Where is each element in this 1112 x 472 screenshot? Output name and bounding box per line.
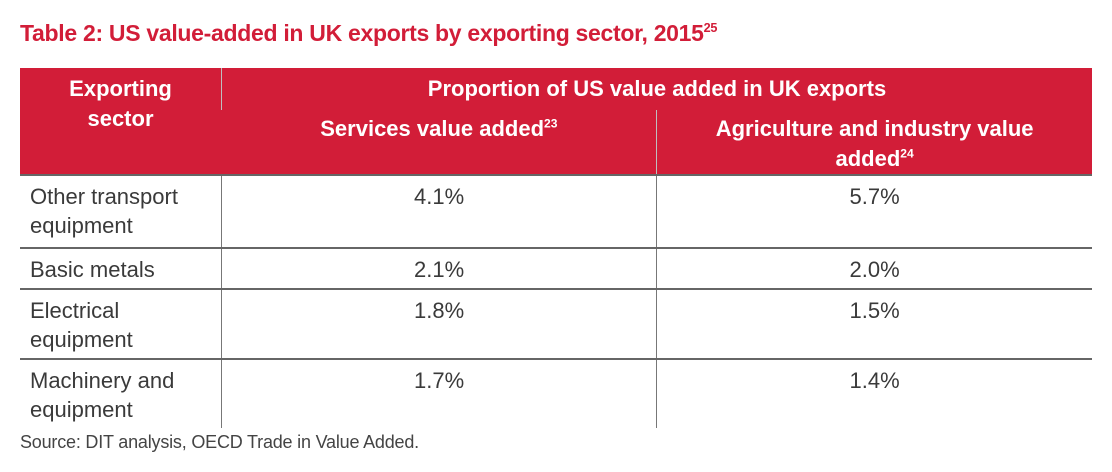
agri-industry-cell: 2.0% [656, 247, 1092, 289]
header-group: Proportion of US value added in UK expor… [221, 68, 1092, 110]
services-cell: 1.8% [220, 288, 657, 359]
sector-cell: Basic metals [20, 247, 222, 289]
footnote-ref: 24 [900, 146, 914, 161]
services-cell: 1.7% [220, 358, 657, 428]
header-services: Services value added23 [221, 110, 657, 175]
table-row: Other transport equipment 4.1% 5.7% [20, 174, 1092, 248]
agri-industry-cell: 1.4% [656, 358, 1092, 428]
services-cell: 4.1% [220, 174, 657, 248]
services-cell: 2.1% [220, 247, 657, 289]
agri-industry-cell: 5.7% [656, 174, 1092, 248]
sector-cell: Electrical equipment [20, 288, 222, 359]
table-title-text: Table 2: US value-added in UK exports by… [20, 20, 704, 46]
sector-cell: Machinery and equipment [20, 358, 222, 428]
table-row: Basic metals 2.1% 2.0% [20, 247, 1092, 289]
footnote-ref: 25 [703, 21, 718, 36]
header-agri-industry: Agriculture and industry value added24 [656, 110, 1092, 175]
data-table: Exporting sector Proportion of US value … [20, 68, 1092, 428]
table-row: Electrical equipment 1.8% 1.5% [20, 288, 1092, 359]
table-title: Table 2: US value-added in UK exports by… [20, 20, 717, 47]
table-row: Machinery and equipment 1.7% 1.4% [20, 358, 1092, 428]
header-exporting-sector: Exporting sector [20, 68, 222, 175]
sector-cell: Other transport equipment [20, 174, 222, 248]
agri-industry-cell: 1.5% [656, 288, 1092, 359]
footnote-ref: 23 [544, 116, 558, 131]
source-note: Source: DIT analysis, OECD Trade in Valu… [20, 432, 419, 452]
